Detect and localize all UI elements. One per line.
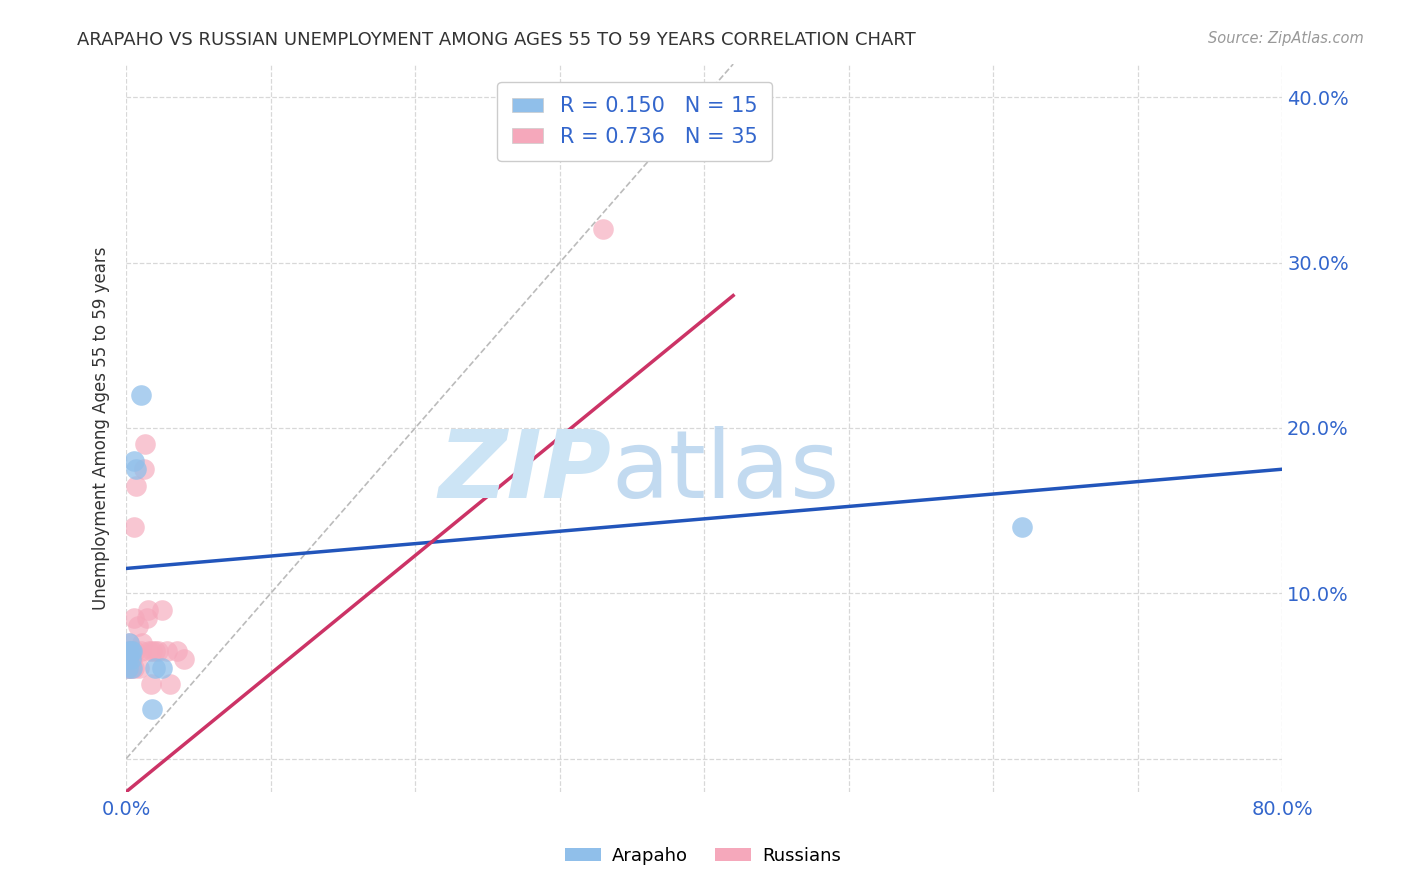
Point (134, 437, 156, 451)
Point (131, 636, 153, 650)
Point (120, 660, 142, 674)
Point (128, 660, 150, 674)
Point (122, 611, 145, 625)
Text: ARAPAHO VS RUSSIAN UNEMPLOYMENT AMONG AGES 55 TO 59 YEARS CORRELATION CHART: ARAPAHO VS RUSSIAN UNEMPLOYMENT AMONG AG… (77, 31, 917, 49)
Point (118, 660, 141, 674)
Point (124, 644, 146, 658)
Point (121, 644, 143, 658)
Point (166, 644, 188, 658)
Point (118, 644, 141, 658)
Text: atlas: atlas (612, 425, 839, 517)
Point (129, 388, 152, 402)
Point (117, 660, 139, 674)
Point (1011, 520, 1033, 534)
Point (117, 652, 139, 666)
Point (120, 644, 142, 658)
Point (118, 636, 141, 650)
Point (122, 454, 145, 468)
Point (120, 644, 142, 658)
Legend: Arapaho, Russians: Arapaho, Russians (558, 840, 848, 872)
Point (143, 644, 166, 658)
Point (139, 677, 162, 691)
Point (121, 652, 143, 666)
Text: Source: ZipAtlas.com: Source: ZipAtlas.com (1208, 31, 1364, 46)
Point (121, 660, 143, 674)
Point (117, 644, 139, 658)
Point (138, 644, 160, 658)
Point (159, 677, 181, 691)
Point (141, 702, 163, 716)
Point (117, 660, 139, 674)
Point (173, 652, 195, 666)
Point (141, 644, 163, 658)
Point (129, 644, 152, 658)
Legend: R = 0.150   N = 15, R = 0.736   N = 35: R = 0.150 N = 15, R = 0.736 N = 35 (498, 82, 772, 161)
Point (152, 603, 174, 617)
Point (120, 652, 142, 666)
Point (135, 611, 157, 625)
Point (122, 660, 145, 674)
Point (132, 462, 155, 476)
Point (118, 652, 141, 666)
Point (120, 652, 142, 666)
Point (592, 222, 614, 236)
Point (156, 644, 179, 658)
Point (121, 644, 143, 658)
Point (152, 660, 174, 674)
Point (125, 479, 148, 493)
Point (125, 462, 148, 476)
Text: ZIP: ZIP (439, 425, 612, 517)
Point (117, 652, 139, 666)
Point (143, 660, 166, 674)
Point (136, 603, 159, 617)
Point (122, 520, 145, 534)
Point (118, 636, 141, 650)
Point (127, 619, 149, 633)
Point (146, 644, 169, 658)
Y-axis label: Unemployment Among Ages 55 to 59 years: Unemployment Among Ages 55 to 59 years (93, 246, 110, 609)
